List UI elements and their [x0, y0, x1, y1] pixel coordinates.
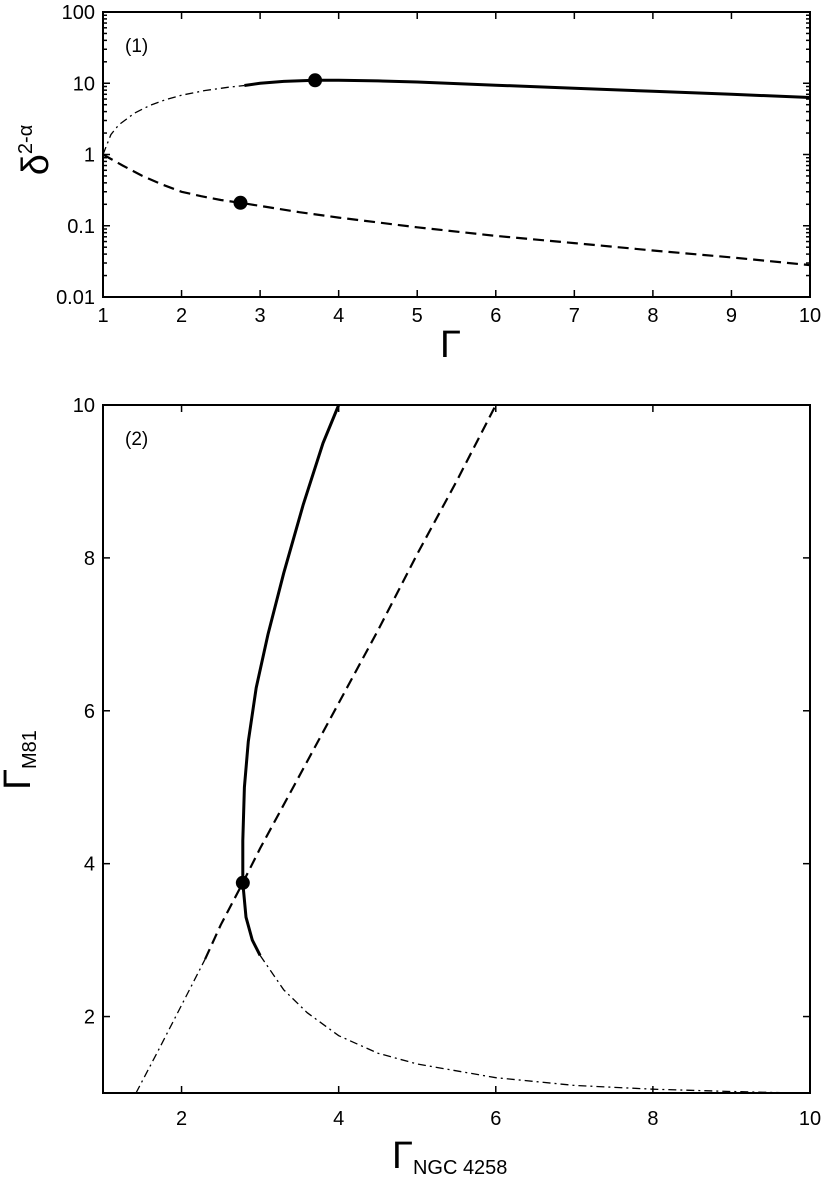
- panel-2-frame: [102, 404, 811, 1094]
- x-tick-label: 3: [255, 305, 266, 327]
- panel-2-y-axis-label-sub: M81: [19, 730, 41, 769]
- y-tick-label: 0.1: [67, 216, 95, 238]
- x-tick-label: 9: [726, 305, 737, 327]
- panel-1-axes: 1 2 3 4 5 6 7 8 9 10 0.01 0.1 1 10 100: [56, 2, 821, 327]
- x-tick-label: 8: [647, 1108, 658, 1130]
- panel-1-label: (1): [125, 36, 148, 57]
- y-tick-label: 1: [84, 145, 95, 167]
- panel-1-chart: 1 2 3 4 5 6 7 8 9 10 0.01 0.1 1 10 100 (1) Γ δ2-α: [15, 2, 821, 366]
- marker-point-1: [233, 195, 248, 210]
- series-line-dashdot-0: [102, 84, 245, 155]
- series-line-dashed-3: [204, 404, 497, 960]
- x-tick-label: 7: [569, 305, 580, 327]
- series-line-solid-1: [244, 78, 811, 99]
- x-tick-label: 2: [176, 1108, 187, 1130]
- panel-2-series: [135, 404, 795, 1094]
- svg-text:δ2-α: δ2-α: [15, 125, 57, 176]
- panel-2-y-axis-label: ΓM81: [0, 730, 41, 790]
- x-tick-label: 1: [97, 305, 108, 327]
- x-tick-label: 8: [647, 305, 658, 327]
- y-tick-label: 0.01: [56, 287, 95, 309]
- x-tick-label: 10: [799, 305, 821, 327]
- series-line-solid-0: [241, 404, 341, 883]
- y-tick-label: 100: [62, 2, 95, 24]
- series-line-dashed-2: [102, 153, 811, 267]
- y-tick-label: 4: [84, 854, 95, 876]
- panel-2-x-axis-label-sub: NGC 4258: [413, 1157, 508, 1179]
- panel-1-x-axis-label: Γ: [440, 324, 461, 366]
- marker-point-0: [235, 875, 250, 890]
- series-line-solid-1: [241, 882, 262, 957]
- svg-text:ΓM81: ΓM81: [0, 730, 41, 790]
- marker-point-0: [308, 73, 323, 88]
- x-tick-label: 5: [412, 305, 423, 327]
- y-tick-label: 6: [84, 701, 95, 723]
- x-tick-label: 6: [490, 1108, 501, 1130]
- x-tick-label: 6: [490, 305, 501, 327]
- y-tick-label: 2: [84, 1007, 95, 1029]
- panel-2-x-axis-label-main: Γ: [392, 1135, 413, 1177]
- panel-2-label: (2): [125, 429, 148, 450]
- panel-1-series: [102, 73, 811, 267]
- x-tick-label: 4: [333, 1108, 344, 1130]
- y-tick-label: 10: [73, 395, 95, 417]
- y-tick-label: 8: [84, 548, 95, 570]
- panel-1-y-axis-label: δ2-α: [15, 125, 57, 176]
- series-line-dashdot-2: [259, 955, 795, 1094]
- y-tick-label: 10: [73, 73, 95, 95]
- panel-2-y-axis-label-main: Γ: [0, 769, 39, 790]
- panel-2-x-axis-label: ΓNGC 4258: [392, 1135, 507, 1179]
- series-line-dashdot-4: [135, 958, 206, 1094]
- panel-1-y-axis-label-main: δ: [15, 154, 57, 175]
- panel-2-axes: 2 4 6 8 10 2 4 6 8 10: [73, 395, 821, 1130]
- x-tick-label: 4: [333, 305, 344, 327]
- panel-1-y-axis-label-sup: 2-α: [15, 125, 37, 154]
- x-tick-label: 2: [176, 305, 187, 327]
- x-tick-label: 10: [799, 1108, 821, 1130]
